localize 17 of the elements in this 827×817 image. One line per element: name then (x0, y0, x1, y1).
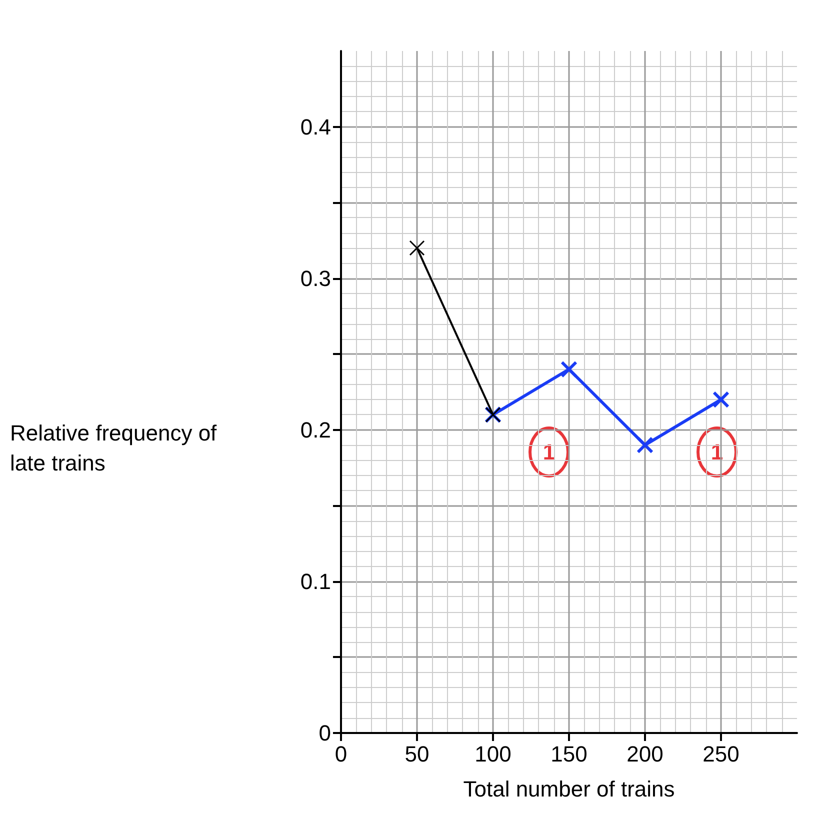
x-tick-label: 250 (702, 742, 740, 766)
y-tick-label: 0.1 (300, 568, 331, 594)
point (636, 436, 654, 454)
x-tick-label: 150 (550, 742, 588, 766)
y-tick-label: 0 (318, 720, 331, 746)
point (560, 360, 578, 378)
x-tick-label: 50 (404, 742, 430, 766)
x-tick-label: 100 (474, 742, 512, 766)
y-axis-title: Relative frequency of late trains (10, 420, 223, 476)
point (712, 391, 730, 408)
x-tick-label: 0 (334, 742, 348, 766)
y-tick-label: 0.3 (300, 266, 331, 291)
x-tick-label: 200 (626, 742, 664, 766)
y-tick-label: 0.2 (300, 417, 331, 442)
x-axis-title: Total number of trains (463, 776, 675, 802)
y-tick-label: 0.4 (300, 114, 331, 140)
point (409, 240, 425, 256)
